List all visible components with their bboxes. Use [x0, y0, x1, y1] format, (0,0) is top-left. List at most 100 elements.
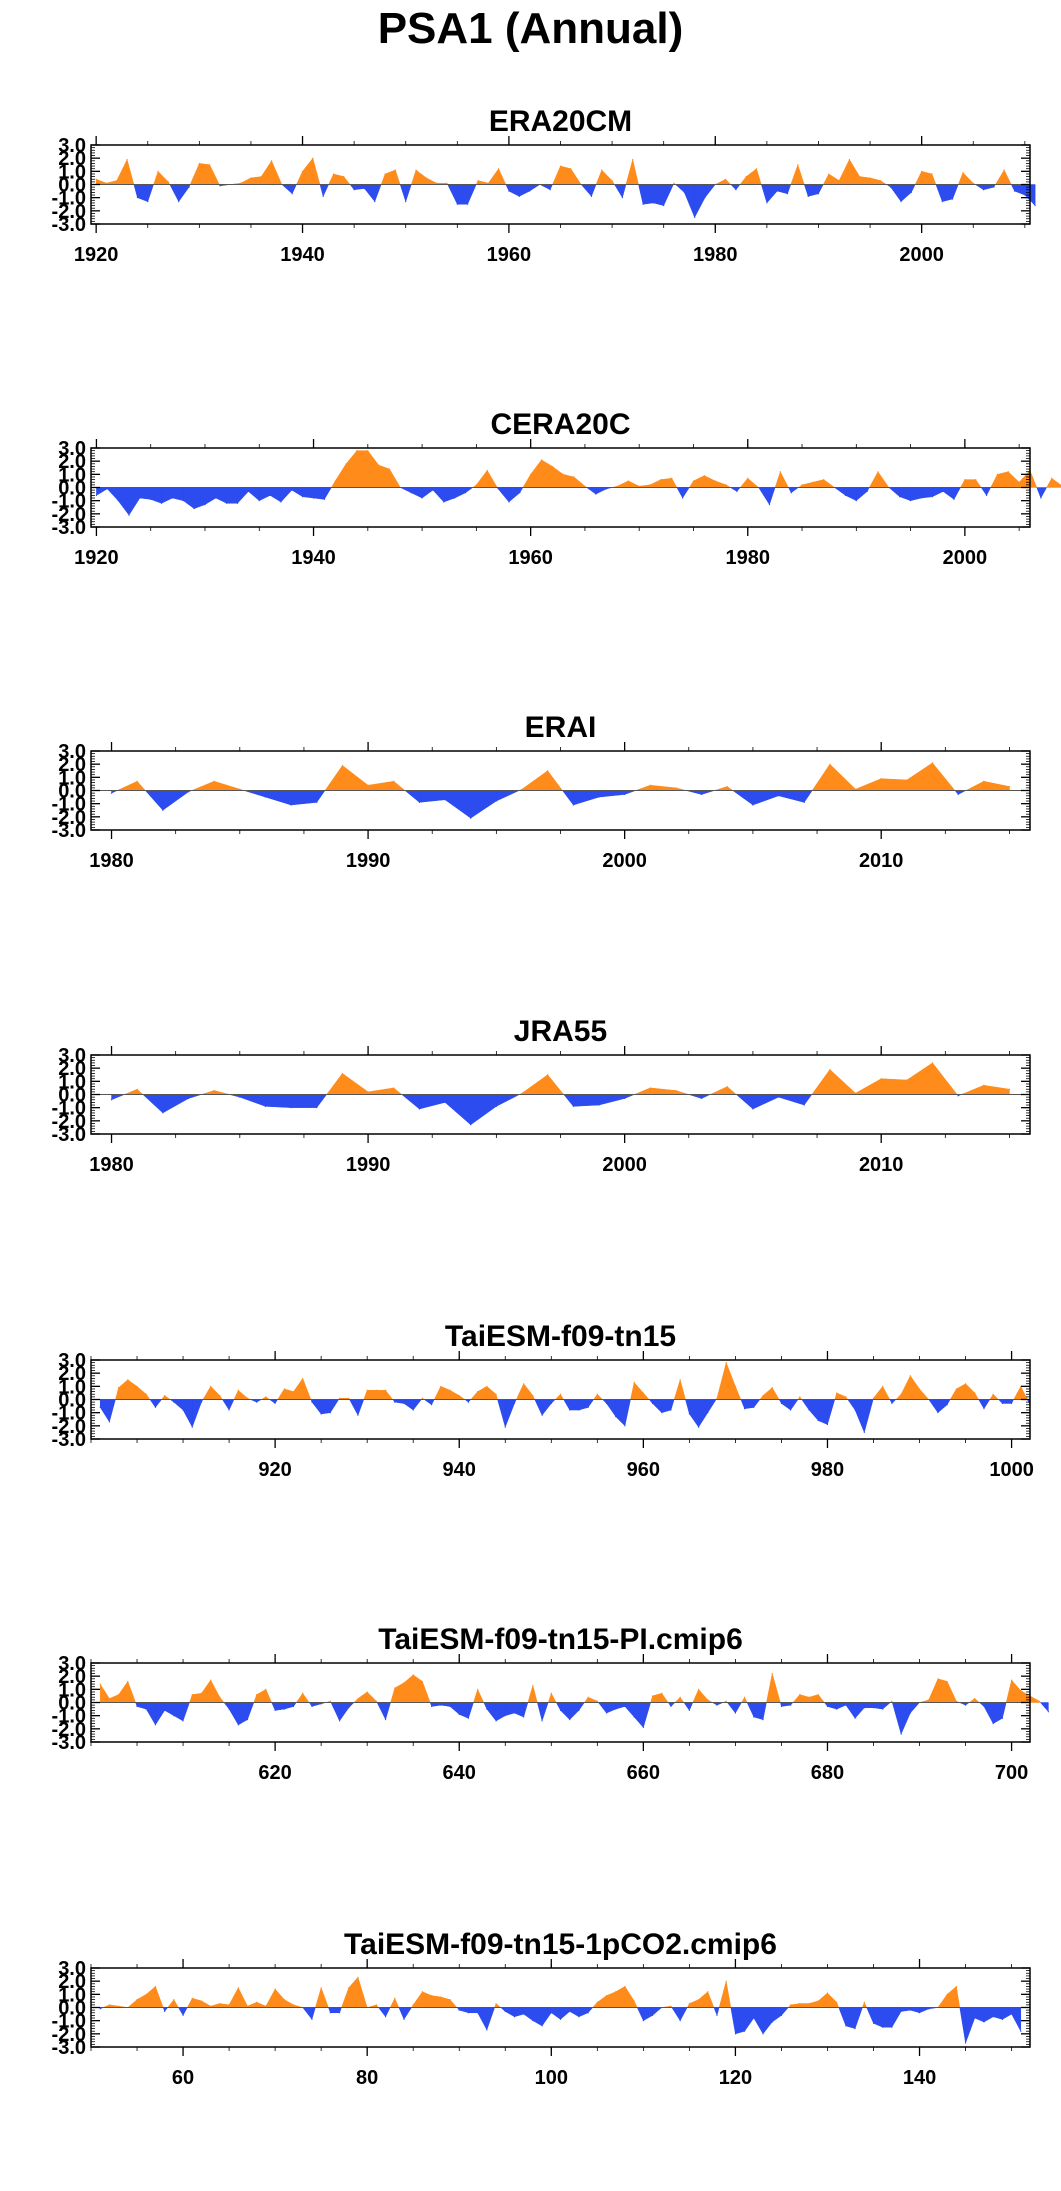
data-point: [246, 2005, 249, 2007]
data-point: [909, 1375, 911, 1377]
x-tick-label: 140: [903, 2067, 936, 2089]
y-tick-label: 2.0: [58, 754, 86, 776]
data-point: [790, 1704, 792, 1706]
data-point: [403, 1402, 405, 1405]
data-point: [449, 1389, 451, 1391]
data-point: [1047, 1711, 1050, 1713]
data-point: [378, 464, 380, 466]
data-point: [550, 1692, 552, 1694]
data-point: [615, 1991, 617, 1993]
data-point: [880, 1078, 882, 1080]
data-point: [803, 1104, 805, 1106]
y-tick-label: 2.0: [58, 148, 86, 170]
data-point: [283, 1388, 285, 1390]
data-point: [755, 168, 758, 170]
data-point: [955, 1985, 957, 1988]
data-point: [410, 492, 412, 494]
data-point: [108, 2004, 111, 2006]
data-point: [219, 185, 221, 187]
chart-panel: TaiESM-f09-tn15 3.02.01.00.0-1.0-2.0-3.0 9…: [52, 1320, 1034, 1481]
data-point: [559, 1393, 562, 1395]
data-point: [551, 465, 553, 468]
data-point: [550, 1402, 552, 1405]
chart-title: ERAI: [525, 711, 597, 744]
data-point: [532, 1394, 534, 1397]
data-point: [147, 201, 149, 203]
data-point: [470, 1124, 472, 1126]
data-point: [744, 1408, 746, 1410]
data-point: [95, 178, 97, 180]
data-point: [200, 2000, 203, 2002]
data-point: [992, 2016, 994, 2018]
data-point: [624, 793, 626, 796]
positive-area-series: [95, 157, 1012, 185]
data-point: [1013, 190, 1016, 192]
data-point: [826, 1423, 829, 1426]
data-point: [145, 1393, 147, 1395]
data-point: [213, 1089, 215, 1092]
y-tick-label: 2.0: [58, 451, 86, 473]
x-tick-label: 1980: [89, 1154, 134, 1176]
data-point: [957, 1095, 959, 1097]
data-point: [467, 1401, 470, 1403]
data-point: [598, 796, 600, 798]
chart-title: TaiESM-f09-tn15: [445, 1320, 676, 1353]
data-point: [260, 176, 262, 178]
data-point: [845, 1704, 847, 1706]
data-point: [701, 793, 703, 796]
data-point: [116, 179, 118, 182]
data-point: [95, 494, 98, 496]
data-point: [931, 1062, 934, 1064]
y-tick-label: 3.0: [58, 1653, 86, 1675]
data-point: [470, 817, 472, 819]
data-point: [504, 1426, 506, 1428]
data-point: [836, 1708, 838, 1710]
data-point: [497, 168, 500, 170]
data-point: [210, 1385, 212, 1387]
data-point: [236, 502, 239, 504]
data-point: [274, 1988, 276, 1990]
data-point: [595, 493, 597, 495]
y-tick-label: -1.0: [52, 1403, 86, 1425]
chart-title: ERA20CM: [489, 105, 632, 138]
data-point: [425, 177, 427, 179]
data-point: [366, 1389, 368, 1391]
data-point: [899, 496, 901, 498]
data-point: [569, 2010, 571, 2013]
data-point: [240, 182, 242, 184]
data-point: [701, 1097, 703, 1100]
data-point: [154, 1985, 157, 1988]
x-tick-label: 620: [258, 1762, 291, 1784]
data-point: [928, 1699, 930, 1701]
data-point: [458, 1394, 460, 1397]
data-point: [256, 1401, 258, 1403]
chart-title: CERA20C: [490, 408, 630, 441]
data-point: [983, 2021, 985, 2023]
data-point: [726, 1086, 728, 1088]
data-point: [909, 2009, 911, 2011]
data-point: [845, 1396, 847, 1398]
data-point: [283, 1999, 285, 2001]
data-point: [559, 165, 562, 167]
data-point: [418, 1108, 420, 1110]
x-tick-label: 1990: [346, 1154, 391, 1176]
y-tick-label: 3.0: [58, 741, 86, 763]
y-tick-label: -1.0: [52, 188, 86, 210]
data-point: [692, 480, 695, 482]
data-point: [587, 1406, 589, 1408]
data-point: [403, 2018, 405, 2020]
chart-panel: CERA20C 3.02.01.00.0-1.0-2.0-3.0 1920 1940 1…: [52, 408, 1061, 569]
data-point: [957, 793, 959, 796]
x-tick-label: 960: [627, 1459, 660, 1481]
data-point: [615, 1416, 617, 1418]
data-point: [836, 1392, 838, 1394]
data-point: [246, 1397, 249, 1399]
data-point: [762, 2033, 764, 2035]
data-point: [530, 473, 532, 475]
y-tick-label: -2.0: [52, 1416, 86, 1438]
data-point: [366, 1691, 368, 1693]
data-point: [219, 2002, 221, 2005]
data-point: [863, 1707, 865, 1709]
data-point: [412, 1674, 414, 1676]
data-point: [367, 1091, 369, 1093]
